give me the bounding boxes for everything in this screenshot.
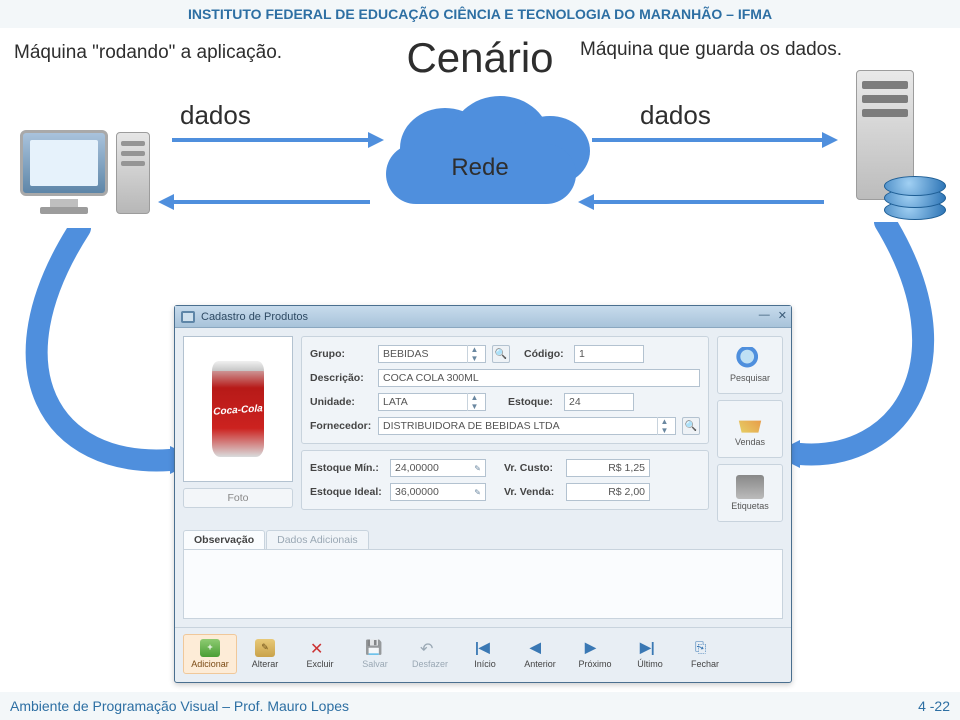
- footer-bar: Ambiente de Programação Visual – Prof. M…: [0, 692, 960, 720]
- edit-icon: [255, 639, 275, 657]
- alterar-button[interactable]: Alterar: [238, 634, 292, 674]
- fornecedor-search-icon[interactable]: 🔍: [682, 417, 700, 435]
- vr-custo-label: Vr. Custo:: [504, 462, 562, 474]
- window-title: Cadastro de Produtos: [201, 311, 308, 323]
- descricao-field[interactable]: COCA COLA 300ML: [378, 369, 700, 387]
- window-minimize-button[interactable]: —: [759, 309, 770, 322]
- network-cloud-icon: Rede: [370, 88, 590, 218]
- curve-server-to-form: [770, 222, 960, 502]
- add-icon: [200, 639, 220, 657]
- anterior-button[interactable]: Anterior: [513, 634, 567, 674]
- proximo-button[interactable]: Próximo: [568, 634, 622, 674]
- desfazer-button[interactable]: Desfazer: [403, 634, 457, 674]
- salvar-button[interactable]: Salvar: [348, 634, 402, 674]
- vr-custo-field[interactable]: R$ 1,25: [566, 459, 650, 477]
- delete-icon: [310, 639, 330, 657]
- estoque-label: Estoque:: [508, 396, 560, 408]
- photo-tab[interactable]: Foto: [183, 488, 293, 508]
- excluir-button[interactable]: Excluir: [293, 634, 347, 674]
- window-close-button[interactable]: ✕: [778, 309, 787, 322]
- client-computer-icon: [20, 130, 152, 226]
- window-titlebar: Cadastro de Produtos — ✕: [175, 306, 791, 328]
- ultimo-button[interactable]: Último: [623, 634, 677, 674]
- arrow-cloud-to-server: [592, 138, 824, 142]
- fechar-button[interactable]: Fechar: [678, 634, 732, 674]
- observacao-textarea[interactable]: [183, 549, 783, 619]
- cloud-label: Rede: [370, 154, 590, 182]
- undo-icon: [420, 639, 440, 657]
- arrow-server-to-cloud: [592, 200, 824, 204]
- labels-icon: [736, 475, 764, 499]
- product-stock-panel: Estoque Mín.: 24,00000✎ Vr. Custo: R$ 1,…: [301, 450, 709, 510]
- estoque-ideal-label: Estoque Ideal:: [310, 486, 386, 498]
- codigo-label: Código:: [524, 348, 570, 360]
- fornecedor-label: Fornecedor:: [310, 420, 374, 432]
- window-app-icon: [181, 311, 195, 323]
- data-label-right: dados: [640, 100, 711, 131]
- vendas-button[interactable]: Vendas: [720, 407, 780, 451]
- product-registration-window: Cadastro de Produtos — ✕ Coca-Cola Foto …: [174, 305, 792, 683]
- header-bar: INSTITUTO FEDERAL DE EDUCAÇÃO CIÊNCIA E …: [0, 0, 960, 28]
- etiquetas-button[interactable]: Etiquetas: [720, 471, 780, 515]
- search-icon: [736, 347, 764, 371]
- product-photo: Coca-Cola: [183, 336, 293, 482]
- sales-icon: [736, 411, 764, 435]
- grupo-search-icon[interactable]: 🔍: [492, 345, 510, 363]
- window-toolbar: Adicionar Alterar Excluir Salvar Desfaze…: [175, 627, 791, 682]
- fornecedor-field[interactable]: DISTRIBUIDORA DE BEBIDAS LTDA▲▼: [378, 417, 676, 435]
- vr-venda-field[interactable]: R$ 2,00: [566, 483, 650, 501]
- codigo-field[interactable]: 1: [574, 345, 644, 363]
- server-machine-caption: Máquina que guarda os dados.: [580, 38, 842, 62]
- adicionar-button[interactable]: Adicionar: [183, 634, 237, 674]
- server-computer-icon: [846, 70, 946, 220]
- estoque-field[interactable]: 24: [564, 393, 634, 411]
- last-icon: [640, 639, 660, 657]
- estoque-min-label: Estoque Mín.:: [310, 462, 386, 474]
- tab-dados-adicionais[interactable]: Dados Adicionais: [266, 530, 369, 549]
- footer-left: Ambiente de Programação Visual – Prof. M…: [10, 692, 349, 720]
- unidade-label: Unidade:: [310, 396, 374, 408]
- estoque-ideal-field[interactable]: 36,00000✎: [390, 483, 486, 501]
- arrow-cloud-to-client: [172, 200, 370, 204]
- save-icon: [365, 639, 385, 657]
- prev-icon: [530, 639, 550, 657]
- arrow-client-to-cloud: [172, 138, 370, 142]
- vr-venda-label: Vr. Venda:: [504, 486, 562, 498]
- pesquisar-button[interactable]: Pesquisar: [720, 343, 780, 387]
- footer-right: 4 -22: [918, 692, 950, 720]
- inicio-button[interactable]: Início: [458, 634, 512, 674]
- product-main-panel: Grupo: BEBIDAS▲▼ 🔍 Código: 1 Descrição: …: [301, 336, 709, 444]
- grupo-label: Grupo:: [310, 348, 374, 360]
- grupo-field[interactable]: BEBIDAS▲▼: [378, 345, 486, 363]
- next-icon: [585, 639, 605, 657]
- first-icon: [475, 639, 495, 657]
- estoque-min-field[interactable]: 24,00000✎: [390, 459, 486, 477]
- tab-observacao[interactable]: Observação: [183, 530, 265, 549]
- unidade-field[interactable]: LATA▲▼: [378, 393, 486, 411]
- product-image-label: Coca-Cola: [212, 403, 264, 418]
- descricao-label: Descrição:: [310, 372, 374, 384]
- close-icon: [695, 639, 715, 657]
- data-label-left: dados: [180, 100, 251, 131]
